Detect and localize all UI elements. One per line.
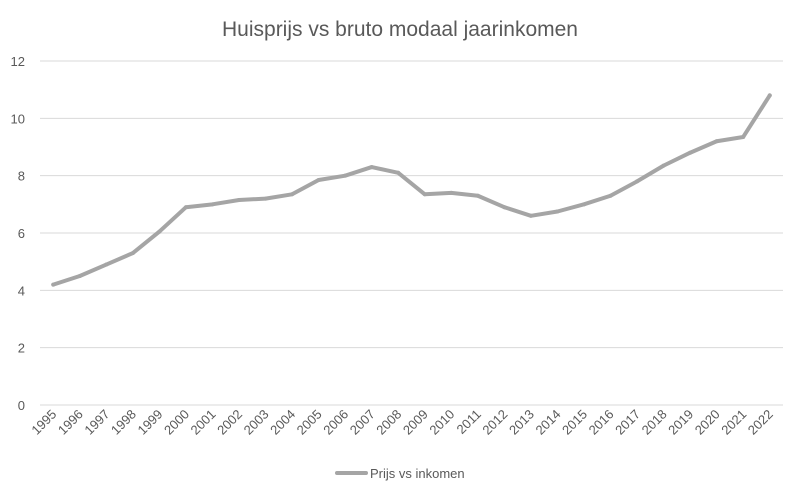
y-tick-label: 8 [18, 169, 25, 184]
series-layer [51, 93, 772, 287]
data-point-2007 [369, 165, 374, 170]
data-point-2018 [661, 163, 666, 168]
data-point-2009 [422, 192, 427, 197]
x-tick-label: 2021 [718, 407, 749, 438]
x-tick-label: 2000 [161, 407, 192, 438]
data-point-2017 [635, 179, 640, 184]
y-tick-label: 2 [18, 341, 25, 356]
data-point-1995 [51, 282, 56, 287]
data-point-1999 [157, 229, 162, 234]
data-point-2000 [183, 205, 188, 210]
data-point-2012 [502, 205, 507, 210]
data-point-2016 [608, 193, 613, 198]
data-point-2021 [741, 134, 746, 139]
x-tick-label: 2011 [454, 407, 484, 437]
data-point-2001 [210, 202, 215, 207]
series-line-prijs-vs-inkomen [51, 93, 772, 287]
x-tick-label: 2004 [267, 407, 298, 438]
data-point-2014 [555, 209, 560, 214]
y-tick-label: 10 [11, 111, 25, 126]
x-tick-label: 1998 [108, 407, 139, 438]
x-tick-label: 2020 [692, 407, 723, 438]
x-tick-label: 2019 [665, 407, 696, 438]
x-tick-label: 2007 [347, 407, 378, 438]
data-point-2019 [688, 150, 693, 155]
gridlines [40, 60, 783, 406]
y-tick-label: 12 [11, 54, 25, 69]
y-tick-label: 0 [18, 398, 25, 413]
x-tick-label: 2016 [586, 407, 617, 438]
x-tick-label: 2008 [373, 407, 404, 438]
data-point-2005 [316, 177, 321, 182]
data-point-1998 [130, 251, 135, 256]
x-tick-label: 2013 [506, 407, 537, 438]
x-tick-label: 2001 [188, 407, 219, 438]
chart-title: Huisprijs vs bruto modaal jaarinkomen [222, 18, 578, 41]
x-tick-label: 2014 [533, 407, 564, 438]
x-tick-label: 1999 [134, 407, 165, 438]
y-axis-tick-labels: 0 2 4 6 8 10 12 [11, 54, 25, 413]
data-point-2004 [290, 192, 295, 197]
data-point-2002 [237, 198, 242, 203]
x-tick-label: 2010 [426, 407, 457, 438]
x-tick-label: 2017 [612, 407, 643, 438]
x-tick-label: 2005 [294, 407, 325, 438]
x-tick-label: 1995 [28, 407, 59, 438]
x-tick-label: 2022 [745, 407, 776, 438]
x-tick-label: 2015 [559, 407, 590, 438]
data-point-2006 [343, 173, 348, 178]
x-tick-label: 1997 [81, 407, 112, 438]
x-axis-tick-labels: 1995199619971998199920002001200220032004… [28, 407, 776, 438]
data-point-2008 [396, 170, 401, 175]
x-tick-label: 2006 [320, 407, 351, 438]
data-point-1997 [104, 262, 109, 267]
data-point-2011 [475, 193, 480, 198]
data-point-2003 [263, 196, 268, 201]
x-tick-label: 2002 [214, 407, 245, 438]
legend: Prijs vs inkomen [335, 466, 465, 481]
x-tick-label: 1996 [55, 407, 86, 438]
x-tick-label: 2003 [241, 407, 272, 438]
data-point-2022 [767, 93, 772, 98]
x-tick-label: 2009 [400, 407, 431, 438]
y-tick-label: 4 [18, 283, 25, 298]
x-tick-label: 2018 [639, 407, 670, 438]
data-point-2013 [528, 213, 533, 218]
data-point-2010 [449, 190, 454, 195]
y-tick-label: 6 [18, 226, 25, 241]
data-point-1996 [77, 274, 82, 278]
data-point-2015 [581, 202, 586, 207]
x-tick-label: 2012 [479, 407, 510, 438]
legend-label-prijs-vs-inkomen: Prijs vs inkomen [370, 466, 465, 481]
data-point-2020 [714, 139, 719, 144]
